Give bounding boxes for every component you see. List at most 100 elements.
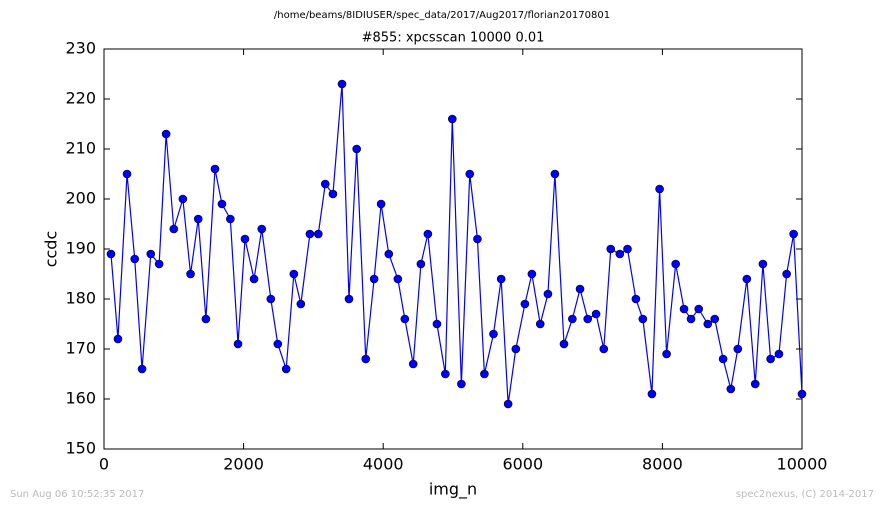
data-point [527,269,537,279]
data-point [606,244,616,254]
x-tick-label: 4000 [363,455,404,474]
data-point [289,269,299,279]
x-axis-label: img_n [429,480,477,500]
data-point [161,129,171,139]
data-point [384,249,394,259]
data-point [465,169,475,179]
data-point [774,349,784,359]
data-point [662,349,671,359]
data-point [233,339,243,349]
data-point [249,274,259,284]
data-point [623,244,632,254]
data-point [408,359,418,369]
x-tick-label: 2000 [223,455,264,474]
y-tick-label: 220 [65,89,96,108]
data-point [782,269,791,279]
data-point [313,229,323,239]
data-point [169,224,179,234]
data-point [400,314,410,324]
data-point [686,314,696,324]
x-tick-label: 10000 [777,455,828,474]
data-point [337,79,347,89]
data-point [655,184,664,194]
data-point [480,369,489,379]
data-point [457,379,466,389]
data-point [615,249,625,259]
y-tick-label: 190 [65,239,96,258]
series-line [110,83,803,405]
data-point [591,309,601,319]
data-point [694,304,703,314]
data-point [130,254,140,264]
data-point [671,259,680,269]
data-point [154,259,164,269]
data-point [416,259,426,269]
data-point [210,164,220,174]
data-point [742,274,752,284]
data-point [583,314,593,324]
data-point [137,364,147,374]
footer-right: spec2nexus, (C) 2014-2017 [736,489,874,500]
y-tick-label: 180 [65,289,96,308]
data-point [559,339,569,349]
data-point [489,329,498,339]
footer-left: Sun Aug 06 10:52:35 2017 [10,489,144,500]
data-point [703,319,713,329]
data-point [448,114,457,124]
data-point [432,319,442,329]
data-point [122,169,132,179]
y-tick-label: 200 [65,189,96,208]
data-point [535,319,545,329]
data-point [568,314,577,324]
data-point [266,294,276,304]
data-point [758,259,768,269]
data-point [146,249,156,259]
data-point [344,294,354,304]
data-point [503,399,513,409]
data-point [726,384,736,394]
data-point [328,189,338,199]
data-point [797,389,807,399]
data-point [550,169,560,179]
data-point [217,199,227,209]
x-tick-label: 6000 [502,455,543,474]
data-point [423,229,433,239]
y-tick-label: 160 [65,389,96,408]
data-point [638,314,648,324]
data-point [201,314,211,324]
data-point [393,274,403,284]
y-axis-label: ccdc [42,231,61,268]
plot-frame [103,48,803,450]
data-point [240,234,250,244]
data-point [647,389,657,399]
data-point [599,344,609,354]
data-point [305,229,315,239]
data-point [178,194,188,204]
data-point [113,334,123,344]
data-point [361,354,371,364]
data-point [766,354,775,364]
data-point [631,294,641,304]
data-point [789,229,798,239]
data-point [226,214,235,224]
data-point [186,269,195,279]
data-point [710,314,720,324]
data-point [273,339,283,349]
data-point [575,284,585,294]
data-point [352,144,361,154]
data-point [106,249,116,259]
y-tick-label: 150 [65,439,96,458]
data-point [511,344,521,354]
x-tick-label: 8000 [642,455,683,474]
y-tick-label: 210 [65,139,96,158]
data-point [520,299,530,309]
data-point [441,369,450,379]
data-point [320,179,330,189]
data-point [543,289,553,299]
data-point [257,224,267,234]
data-point [369,274,379,284]
data-point [496,274,506,284]
data-point [718,354,728,364]
data-point [750,379,760,389]
